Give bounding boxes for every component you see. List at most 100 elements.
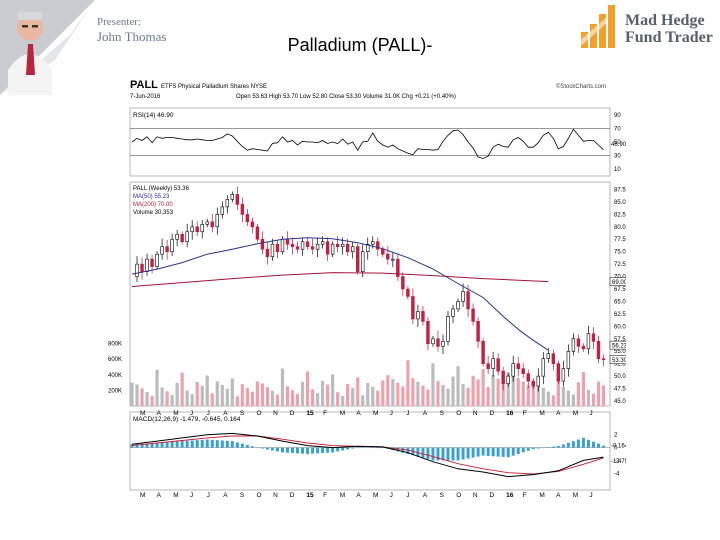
logo-line-1: Mad Hedge — [625, 12, 705, 29]
price-x-label: M — [173, 410, 178, 417]
macd-histogram-bar — [366, 447, 370, 449]
candle-body — [225, 199, 230, 208]
macd-histogram-bar — [296, 447, 300, 454]
price-x-label: D — [290, 410, 295, 417]
macd-histogram-bar — [285, 447, 289, 453]
presenter-label: Presenter: — [97, 16, 141, 28]
candle-body — [140, 263, 144, 272]
volume-bar — [215, 381, 219, 406]
candle-body — [516, 363, 520, 369]
candle-body — [300, 241, 305, 250]
macd-histogram-bar — [401, 447, 405, 453]
macd-histogram-bar — [441, 447, 445, 461]
candle-body — [466, 291, 470, 310]
volume-bar — [210, 393, 214, 406]
volume-bar — [315, 393, 320, 406]
macd-histogram-bar — [160, 442, 164, 448]
candle-body — [361, 251, 365, 272]
candle-body — [381, 248, 385, 255]
candle-body — [356, 246, 360, 272]
macd-histogram-bar — [150, 443, 154, 448]
volume-bar — [551, 395, 555, 406]
candle-body — [240, 204, 245, 215]
macd-histogram-bar — [165, 442, 169, 448]
macd-histogram-bar — [280, 447, 284, 453]
volume-bar — [596, 381, 601, 406]
price-legend-volume: Volume 30,353 — [133, 210, 174, 216]
volume-bar — [235, 396, 239, 406]
macd-histogram-bar — [466, 447, 470, 459]
candle-body — [210, 221, 214, 228]
volume-bar — [546, 391, 550, 406]
macd-tick-label: 0 — [614, 446, 618, 452]
macd-histogram-bar — [581, 437, 585, 448]
candle-body — [406, 288, 410, 297]
candle-body — [451, 308, 455, 317]
macd-x-label: O — [257, 492, 262, 499]
volume-bar — [446, 388, 450, 406]
presenter-name: John Thomas — [97, 29, 167, 44]
volume-bar — [556, 369, 560, 406]
macd-histogram-bar — [210, 439, 214, 448]
candle-body — [416, 311, 420, 320]
macd-histogram-bar — [481, 447, 485, 456]
macd-x-label: M — [173, 492, 178, 499]
volume-bar — [260, 383, 265, 406]
macd-x-label: J — [406, 492, 409, 499]
candle-body — [160, 246, 164, 255]
volume-bar — [305, 371, 310, 406]
price-legend-ma50: MA(50) 55.23 — [133, 194, 170, 200]
price-x-label: J — [390, 410, 393, 417]
candle-body — [245, 214, 250, 223]
price-tick-label: 82.5 — [614, 212, 626, 218]
price-tick-label: 65.0 — [614, 299, 626, 305]
price-current-tag — [609, 277, 626, 286]
macd-histogram-bar — [596, 443, 600, 448]
macd-histogram-bar — [431, 447, 435, 461]
macd-histogram-bar — [591, 441, 595, 448]
candle-body — [521, 368, 525, 374]
price-x-label: J — [190, 410, 193, 417]
macd-histogram-bar — [561, 444, 565, 448]
macd-line — [131, 432, 604, 478]
volume-bar — [411, 378, 415, 406]
price-current-label: 69.00 — [612, 280, 626, 286]
price-x-label: J — [406, 410, 409, 417]
volume-bar — [366, 383, 370, 406]
macd-histogram-bar — [250, 446, 254, 448]
candle-body — [145, 258, 149, 272]
volume-bar — [341, 395, 345, 406]
volume-bar — [280, 368, 285, 406]
volume-bar — [491, 374, 495, 406]
chart-description: ETFS Physical Palladium Shares NYSE — [161, 84, 267, 90]
volume-bar — [230, 378, 234, 406]
volume-bar — [300, 381, 305, 406]
price-x-label: 15 — [306, 410, 314, 417]
presenter-photo — [0, 0, 95, 95]
macd-histogram-bar — [381, 447, 385, 449]
macd-histogram-bar — [501, 447, 505, 457]
macd-histogram-bar — [220, 440, 224, 448]
candle-body — [135, 263, 139, 277]
candle-body — [411, 296, 415, 320]
macd-histogram-bar — [265, 447, 269, 450]
volume-bar — [466, 387, 470, 406]
candle-body — [200, 224, 204, 233]
volume-bar — [476, 379, 480, 406]
volume-bar — [351, 387, 355, 406]
macd-histogram-bar — [135, 444, 139, 448]
volume-bar — [531, 382, 535, 406]
price-current-tag — [609, 355, 626, 364]
price-x-label: M — [539, 410, 544, 417]
candle-body — [586, 333, 591, 350]
volume-bar — [240, 384, 244, 406]
macd-histogram-bar — [175, 441, 179, 448]
candle-body — [391, 258, 395, 261]
volume-bar — [471, 375, 475, 406]
candle-body — [310, 246, 315, 250]
ma50-line — [131, 237, 549, 351]
volume-bar — [506, 372, 510, 406]
volume-bar — [295, 393, 300, 406]
macd-histogram-bar — [195, 440, 199, 448]
candle-body — [250, 221, 255, 228]
